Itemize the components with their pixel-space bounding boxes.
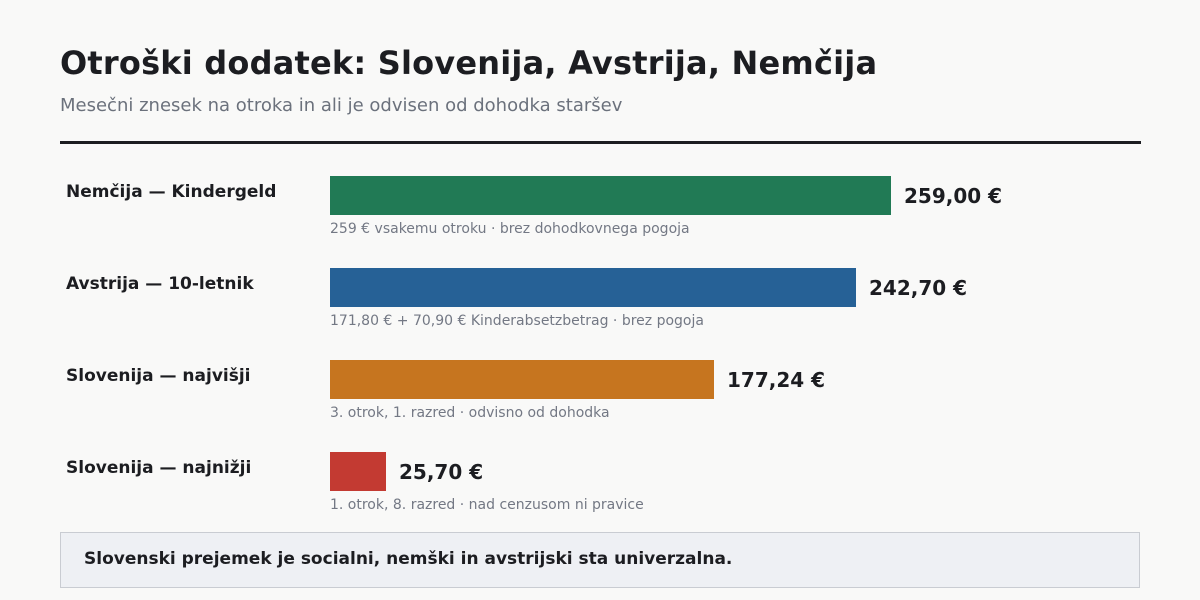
category-label: Slovenija — najvišji: [66, 366, 251, 386]
page-subtitle: Mesečni znesek na otroka in ali je odvis…: [60, 95, 623, 116]
bar-note: 171,80 € + 70,90 € Kinderabsetzbetrag · …: [330, 313, 704, 329]
bar-note: 1. otrok, 8. razred · nad cenzusom ni pr…: [330, 497, 644, 513]
bar-note: 3. otrok, 1. razred · odvisno od dohodka: [330, 405, 610, 421]
category-label: Nemčija — Kindergeld: [66, 182, 277, 202]
page-title: Otroški dodatek: Slovenija, Avstrija, Ne…: [60, 44, 878, 82]
bar: [330, 268, 856, 307]
bar: [330, 176, 891, 215]
bar: [330, 360, 714, 399]
category-label: Avstrija — 10-letnik: [66, 274, 254, 294]
category-label: Slovenija — najnižji: [66, 458, 252, 478]
callout-text: Slovenski prejemek je socialni, nemški i…: [84, 549, 733, 569]
data-label: 25,70 €: [399, 460, 484, 484]
bar-note: 259 € vsakemu otroku · brez dohodkovnega…: [330, 221, 690, 237]
divider: [60, 141, 1141, 144]
data-label: 242,70 €: [869, 276, 968, 300]
data-label: 259,00 €: [904, 184, 1003, 208]
bar: [330, 452, 386, 491]
callout-box: Slovenski prejemek je socialni, nemški i…: [60, 532, 1140, 588]
data-label: 177,24 €: [727, 368, 826, 392]
